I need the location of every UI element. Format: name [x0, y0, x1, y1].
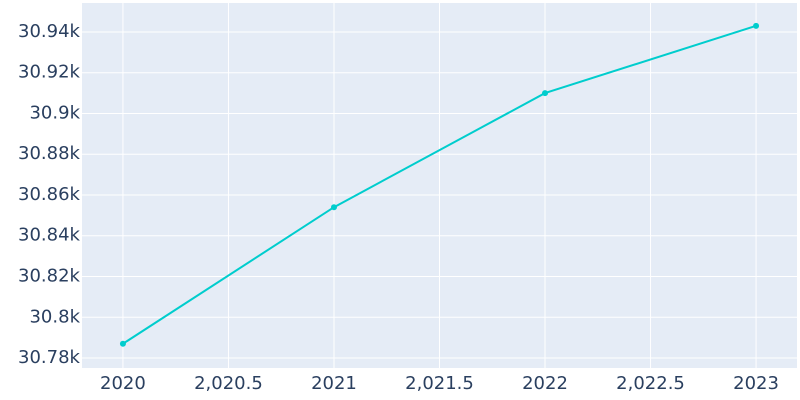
x-tick-label: 2022: [522, 373, 568, 394]
x-tick-label: 2021: [311, 373, 357, 394]
y-tick-label: 30.88k: [18, 143, 81, 164]
point: [119, 340, 126, 347]
y-tick-label: 30.78k: [18, 347, 81, 368]
y-tick-label: 30.92k: [18, 62, 81, 83]
y-tick-label: 30.9k: [29, 102, 80, 123]
y-tick-label: 30.86k: [18, 184, 81, 205]
x-tick-label: 2020: [100, 373, 146, 394]
point: [753, 22, 760, 29]
x-tick-label: 2,021.5: [405, 373, 474, 394]
y-tick-label: 30.82k: [18, 265, 81, 286]
y-tick-label: 30.84k: [18, 225, 81, 246]
point: [542, 90, 549, 97]
y-tick-label: 30.8k: [29, 306, 80, 327]
y-tick-label: 30.94k: [18, 21, 81, 42]
x-tick-label: 2023: [733, 373, 779, 394]
x-tick-label: 2,022.5: [616, 373, 685, 394]
x-tick-label: 2,020.5: [194, 373, 263, 394]
point: [330, 204, 337, 211]
line: [122, 24, 757, 345]
